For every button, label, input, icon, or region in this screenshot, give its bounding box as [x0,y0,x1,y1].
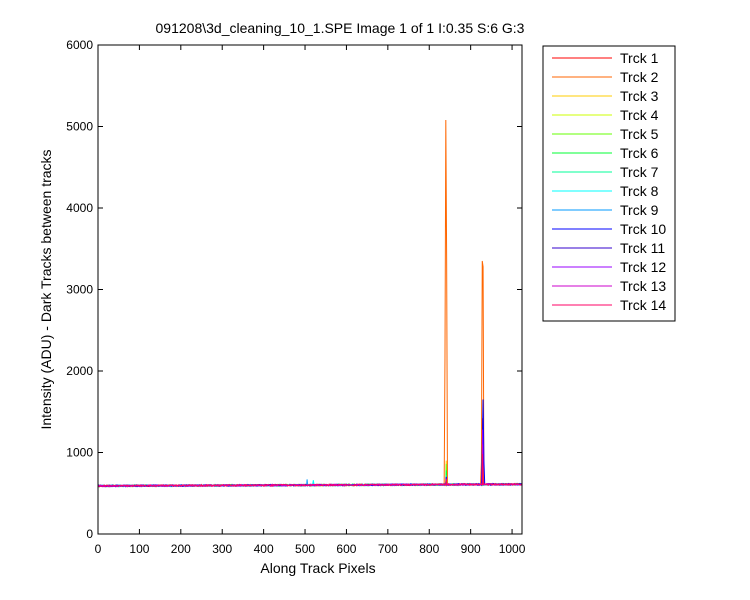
x-tick-label: 700 [378,542,398,556]
x-tick-label: 900 [461,542,481,556]
y-tick-label: 1000 [66,446,93,460]
legend-label: Trck 12 [620,259,666,275]
x-tick-label: 400 [254,542,274,556]
series-line-14 [97,454,523,488]
y-tick-label: 4000 [66,201,93,215]
x-tick-label: 100 [129,542,149,556]
x-axis-label: Along Track Pixels [260,560,375,576]
legend-label: Trck 2 [620,69,659,85]
plot-area: 0 100 200 300 400 500 600 700 800 900 1000 0 1000 200… [66,38,525,556]
legend-label: Trck 1 [620,50,659,66]
legend-label: Trck 11 [620,240,665,256]
y-tick-label: 0 [86,527,93,541]
legend: Trck 1 Trck 2 Trck 3 Trck 4 Trck 5 Trck 6 Trck… [542,45,676,322]
legend-label: Trck 7 [620,164,659,180]
legend-label: Trck 14 [620,297,666,313]
x-tick-label: 300 [212,542,232,556]
ticks-layer: 0 100 200 300 400 500 600 700 800 900 1000 0 1000 200… [66,38,525,556]
legend-label: Trck 8 [620,183,659,199]
y-tick-label: 2000 [66,364,93,378]
x-tick-label: 600 [336,542,356,556]
x-tick-label: 500 [295,542,315,556]
series-layer [97,119,523,488]
y-tick-label: 6000 [66,38,93,52]
x-tick-label: 200 [171,542,191,556]
x-tick-label: 1000 [499,542,526,556]
legend-box [542,45,676,322]
plot-background [98,45,522,534]
y-tick-label: 3000 [66,283,93,297]
legend-label: Trck 4 [620,107,659,123]
legend-label: Trck 5 [620,126,659,142]
y-axis-label: Intensity (ADU) - Dark Tracks between tr… [38,149,54,429]
legend-label: Trck 6 [620,145,659,161]
chart-title: 091208\3d_cleaning_10_1.SPE Image 1 of 1… [156,20,525,36]
x-tick-label: 0 [95,542,102,556]
legend-label: Trck 13 [620,278,666,294]
y-tick-label: 5000 [66,120,93,134]
x-tick-label: 800 [419,542,439,556]
legend-label: Trck 3 [620,88,659,104]
legend-label: Trck 9 [620,202,659,218]
legend-label: Trck 10 [620,221,666,237]
